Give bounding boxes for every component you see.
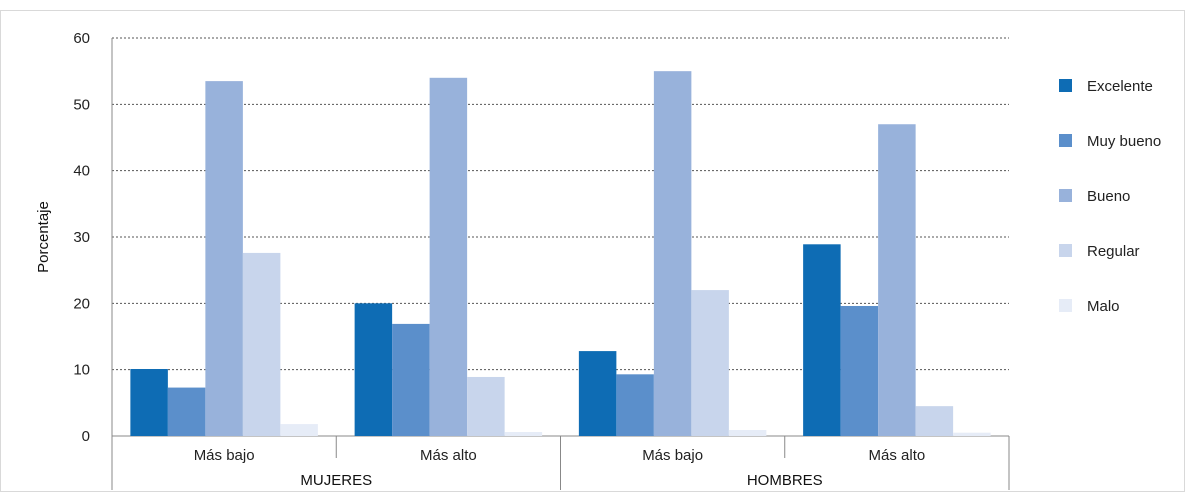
bar-muy-bueno: [167, 387, 206, 436]
bar-excelente: [578, 351, 617, 436]
y-tick-label: 60: [73, 30, 90, 47]
bar-muy-bueno: [392, 323, 430, 436]
bar-excelente: [130, 369, 168, 436]
y-tick-label: 40: [73, 163, 90, 180]
y-axis-label: Porcentaje: [35, 201, 52, 273]
group-label: MUJERES: [300, 472, 372, 489]
chart-frame: [0, 10, 1185, 492]
x-tick-label: Más alto: [420, 447, 477, 464]
y-tick-label: 0: [82, 428, 90, 445]
bar-excelente: [354, 303, 393, 436]
bar-bueno: [653, 71, 692, 437]
x-tick-label: Más bajo: [642, 447, 703, 464]
bar-malo: [504, 432, 543, 436]
y-tick-label: 50: [73, 96, 90, 113]
x-tick-label: Más alto: [869, 447, 926, 464]
group-label: HOMBRES: [747, 472, 823, 489]
y-tick-label: 20: [73, 295, 90, 312]
y-tick-label: 10: [73, 362, 90, 379]
bar-malo: [953, 432, 991, 436]
legend-swatch: [1059, 299, 1072, 312]
bar-bueno: [429, 77, 468, 437]
legend-swatch: [1059, 244, 1072, 257]
bar-malo: [280, 424, 318, 436]
bar-excelente: [803, 244, 841, 436]
bar-bueno: [205, 81, 243, 436]
bar-bueno: [878, 124, 916, 436]
bar-regular: [915, 406, 954, 436]
bar-regular: [467, 376, 505, 436]
bar-malo: [728, 430, 767, 436]
bar-muy-bueno: [840, 305, 879, 436]
legend-label: Malo: [1087, 298, 1120, 315]
legend-label: Muy bueno: [1087, 133, 1161, 150]
legend-label: Excelente: [1087, 78, 1153, 95]
bar-regular: [691, 290, 729, 436]
y-tick-label: 30: [73, 229, 90, 246]
legend-swatch: [1059, 79, 1072, 92]
legend-swatch: [1059, 134, 1072, 147]
legend-label: Bueno: [1087, 188, 1130, 205]
x-tick-label: Más bajo: [194, 447, 255, 464]
bar-muy-bueno: [616, 374, 654, 436]
legend-swatch: [1059, 189, 1072, 202]
legend-label: Regular: [1087, 243, 1140, 260]
bar-regular: [242, 252, 281, 436]
